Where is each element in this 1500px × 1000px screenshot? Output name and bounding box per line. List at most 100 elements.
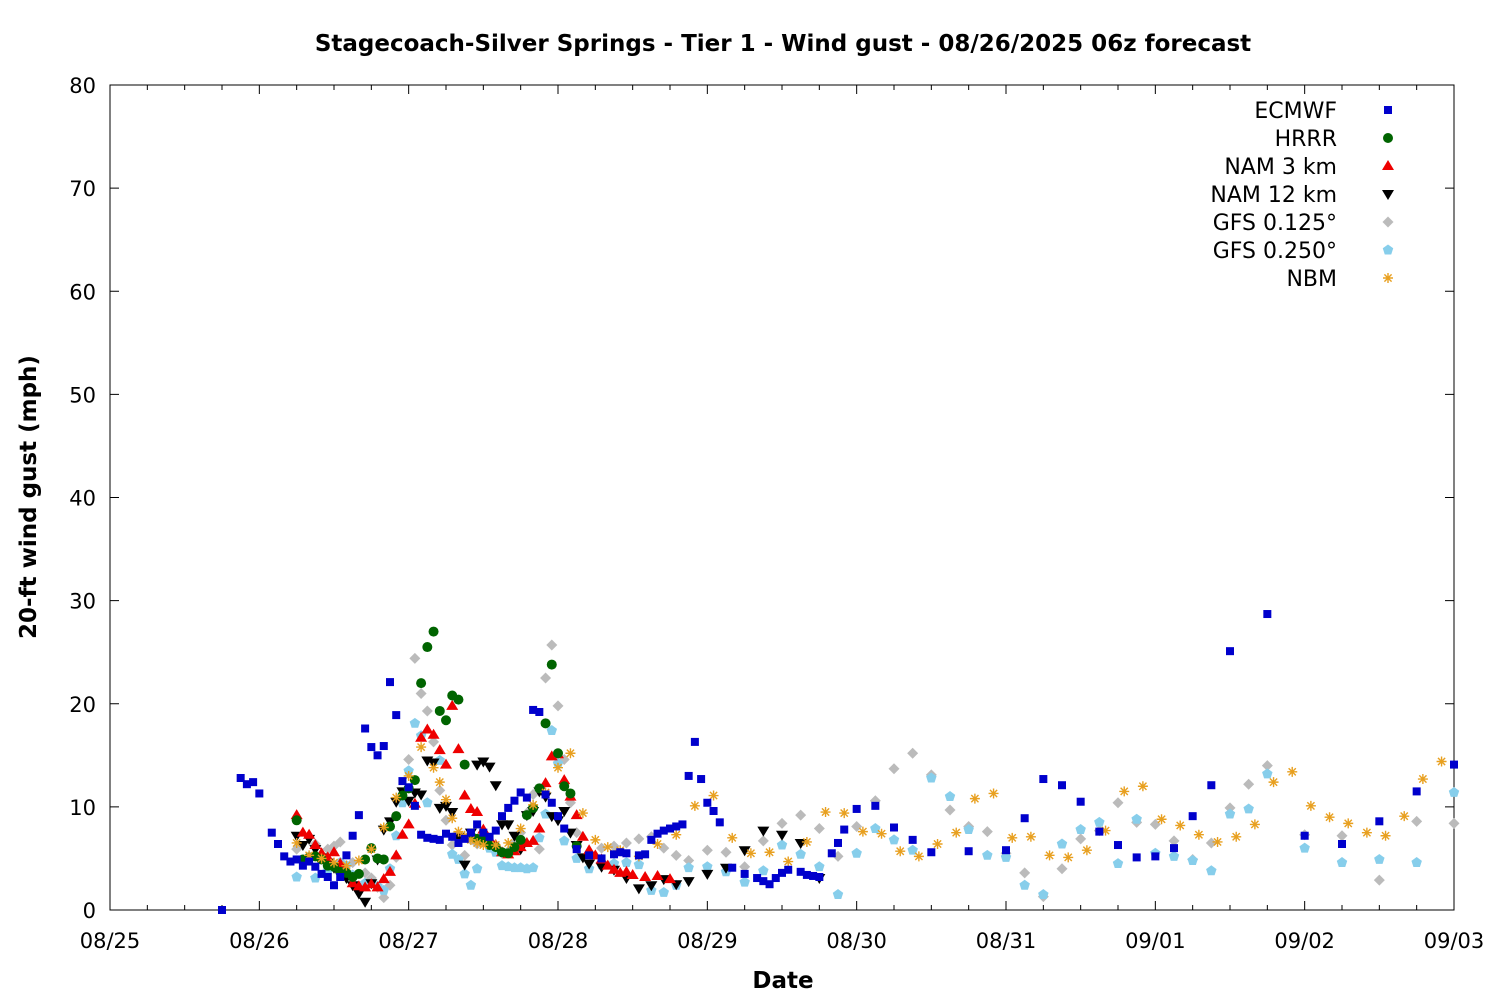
data-point	[1375, 817, 1384, 826]
legend-label: HRRR	[1275, 127, 1337, 152]
data-point	[572, 845, 581, 854]
data-point	[218, 906, 226, 914]
data-point	[236, 774, 245, 782]
data-point	[1343, 818, 1354, 829]
data-point	[678, 820, 687, 829]
data-point	[392, 711, 401, 720]
data-point	[346, 877, 359, 888]
x-tick-label: 08/30	[826, 929, 887, 953]
data-point	[534, 832, 545, 843]
data-point	[926, 772, 937, 783]
axis-ticks	[109, 84, 1455, 911]
data-point	[820, 807, 831, 818]
data-point	[1137, 781, 1148, 792]
data-point	[386, 678, 394, 687]
data-point	[590, 834, 601, 845]
data-point	[1132, 853, 1141, 862]
data-point	[459, 759, 470, 770]
data-point	[552, 700, 564, 712]
data-point	[428, 736, 440, 748]
data-point	[471, 863, 483, 874]
data-point	[441, 715, 451, 726]
data-point	[378, 822, 389, 833]
data-point	[446, 699, 459, 710]
data-point	[834, 838, 842, 847]
data-point	[510, 796, 519, 805]
data-point	[684, 771, 693, 780]
data-point	[815, 873, 824, 881]
data-point	[546, 659, 557, 670]
data-point	[422, 797, 433, 808]
data-point	[1336, 830, 1348, 842]
data-point	[802, 870, 811, 879]
data-point	[1056, 863, 1068, 875]
data-point	[323, 873, 332, 881]
data-point	[801, 836, 812, 847]
data-point	[546, 725, 558, 736]
data-point	[1039, 775, 1048, 784]
data-point	[311, 862, 320, 871]
legend-label: ECMWF	[1254, 99, 1337, 124]
data-point	[982, 849, 993, 860]
data-point	[913, 851, 924, 862]
data-point	[298, 861, 307, 870]
data-point	[1436, 756, 1447, 767]
data-point	[608, 863, 620, 874]
data-point	[328, 846, 340, 857]
data-point	[697, 775, 706, 784]
data-point	[620, 865, 633, 876]
data-point	[890, 823, 898, 832]
data-point	[1168, 835, 1180, 847]
data-point	[558, 774, 571, 785]
data-point	[944, 791, 956, 802]
data-point	[783, 856, 794, 867]
x-tick-label: 08/27	[378, 929, 439, 953]
data-point	[839, 808, 850, 819]
data-point	[565, 748, 576, 759]
legend-marker	[1382, 244, 1394, 255]
data-point	[366, 844, 377, 855]
legend-label: GFS 0.125°	[1213, 211, 1337, 236]
data-point	[1038, 889, 1049, 899]
data-point	[585, 851, 594, 860]
data-point	[1168, 850, 1180, 861]
series-gfs-0-250-	[291, 717, 1460, 899]
data-point	[428, 762, 439, 773]
data-point	[504, 803, 513, 812]
data-point	[291, 837, 302, 848]
legend-label: NAM 3 km	[1224, 155, 1337, 180]
data-point	[1187, 855, 1198, 865]
data-point	[1324, 812, 1335, 823]
data-point	[703, 798, 712, 807]
data-point	[422, 642, 433, 653]
data-point	[876, 828, 887, 839]
data-point	[1300, 831, 1309, 840]
data-point	[1019, 867, 1031, 879]
data-point	[490, 840, 501, 851]
data-point	[671, 829, 682, 840]
data-point	[608, 858, 620, 869]
data-point	[1076, 797, 1085, 806]
data-point	[1149, 818, 1161, 830]
y-tick-label: 10	[69, 796, 96, 820]
data-point	[738, 846, 751, 857]
data-point	[415, 687, 427, 699]
data-point	[715, 818, 724, 827]
data-point	[385, 821, 395, 832]
data-point	[342, 851, 351, 860]
data-point	[489, 781, 502, 792]
data-point	[559, 781, 570, 792]
data-point	[1243, 803, 1254, 814]
data-point	[352, 889, 365, 900]
data-point	[758, 865, 769, 876]
data-point	[645, 881, 658, 892]
data-point	[452, 743, 465, 754]
data-point	[528, 799, 539, 810]
data-point	[951, 827, 962, 838]
data-point	[304, 850, 315, 861]
data-point	[1112, 797, 1124, 809]
data-point	[553, 748, 563, 759]
data-point	[689, 800, 700, 811]
data-point	[1263, 610, 1272, 619]
data-point	[610, 850, 618, 859]
